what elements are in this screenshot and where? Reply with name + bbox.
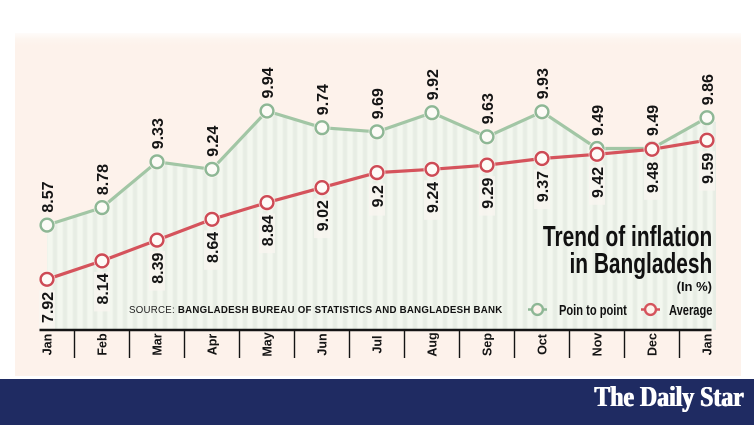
svg-text:Jul: Jul xyxy=(371,335,385,353)
svg-text:Jan: Jan xyxy=(701,334,715,356)
svg-text:Jun: Jun xyxy=(316,333,330,355)
svg-text:Nov: Nov xyxy=(591,333,605,357)
svg-text:9.63: 9.63 xyxy=(480,93,497,124)
svg-text:Apr: Apr xyxy=(206,334,220,356)
svg-text:8.78: 8.78 xyxy=(95,164,112,195)
svg-text:8.84: 8.84 xyxy=(260,215,277,246)
svg-text:9.92: 9.92 xyxy=(425,69,442,100)
svg-text:9.94: 9.94 xyxy=(260,67,277,98)
svg-text:Oct: Oct xyxy=(536,333,550,355)
svg-text:9.74: 9.74 xyxy=(315,84,332,115)
svg-text:7.92: 7.92 xyxy=(40,292,57,323)
svg-text:8.39: 8.39 xyxy=(150,252,167,283)
svg-text:9.33: 9.33 xyxy=(150,118,167,149)
svg-text:9.59: 9.59 xyxy=(700,153,717,184)
svg-text:9.2: 9.2 xyxy=(370,185,387,207)
svg-text:Aug: Aug xyxy=(426,332,440,356)
svg-text:9.42: 9.42 xyxy=(590,167,607,198)
svg-text:Jan: Jan xyxy=(41,334,55,356)
svg-text:9.69: 9.69 xyxy=(370,88,387,119)
svg-text:8.57: 8.57 xyxy=(40,181,57,212)
svg-text:9.86: 9.86 xyxy=(700,74,717,105)
svg-text:Sep: Sep xyxy=(481,333,495,356)
svg-text:9.49: 9.49 xyxy=(645,105,662,136)
svg-text:9.93: 9.93 xyxy=(535,68,552,99)
svg-text:9.49: 9.49 xyxy=(590,105,607,136)
svg-text:Mar: Mar xyxy=(151,333,165,355)
svg-text:9.37: 9.37 xyxy=(535,171,552,202)
svg-text:9.24: 9.24 xyxy=(205,126,222,157)
svg-text:9.24: 9.24 xyxy=(425,182,442,213)
svg-text:9.02: 9.02 xyxy=(315,200,332,231)
svg-text:Feb: Feb xyxy=(96,333,110,356)
svg-text:9.29: 9.29 xyxy=(480,177,497,208)
svg-text:9.48: 9.48 xyxy=(645,162,662,193)
svg-text:8.64: 8.64 xyxy=(205,232,222,263)
svg-text:May: May xyxy=(261,332,275,356)
svg-text:Dec: Dec xyxy=(646,333,660,356)
svg-text:8.14: 8.14 xyxy=(95,273,112,304)
